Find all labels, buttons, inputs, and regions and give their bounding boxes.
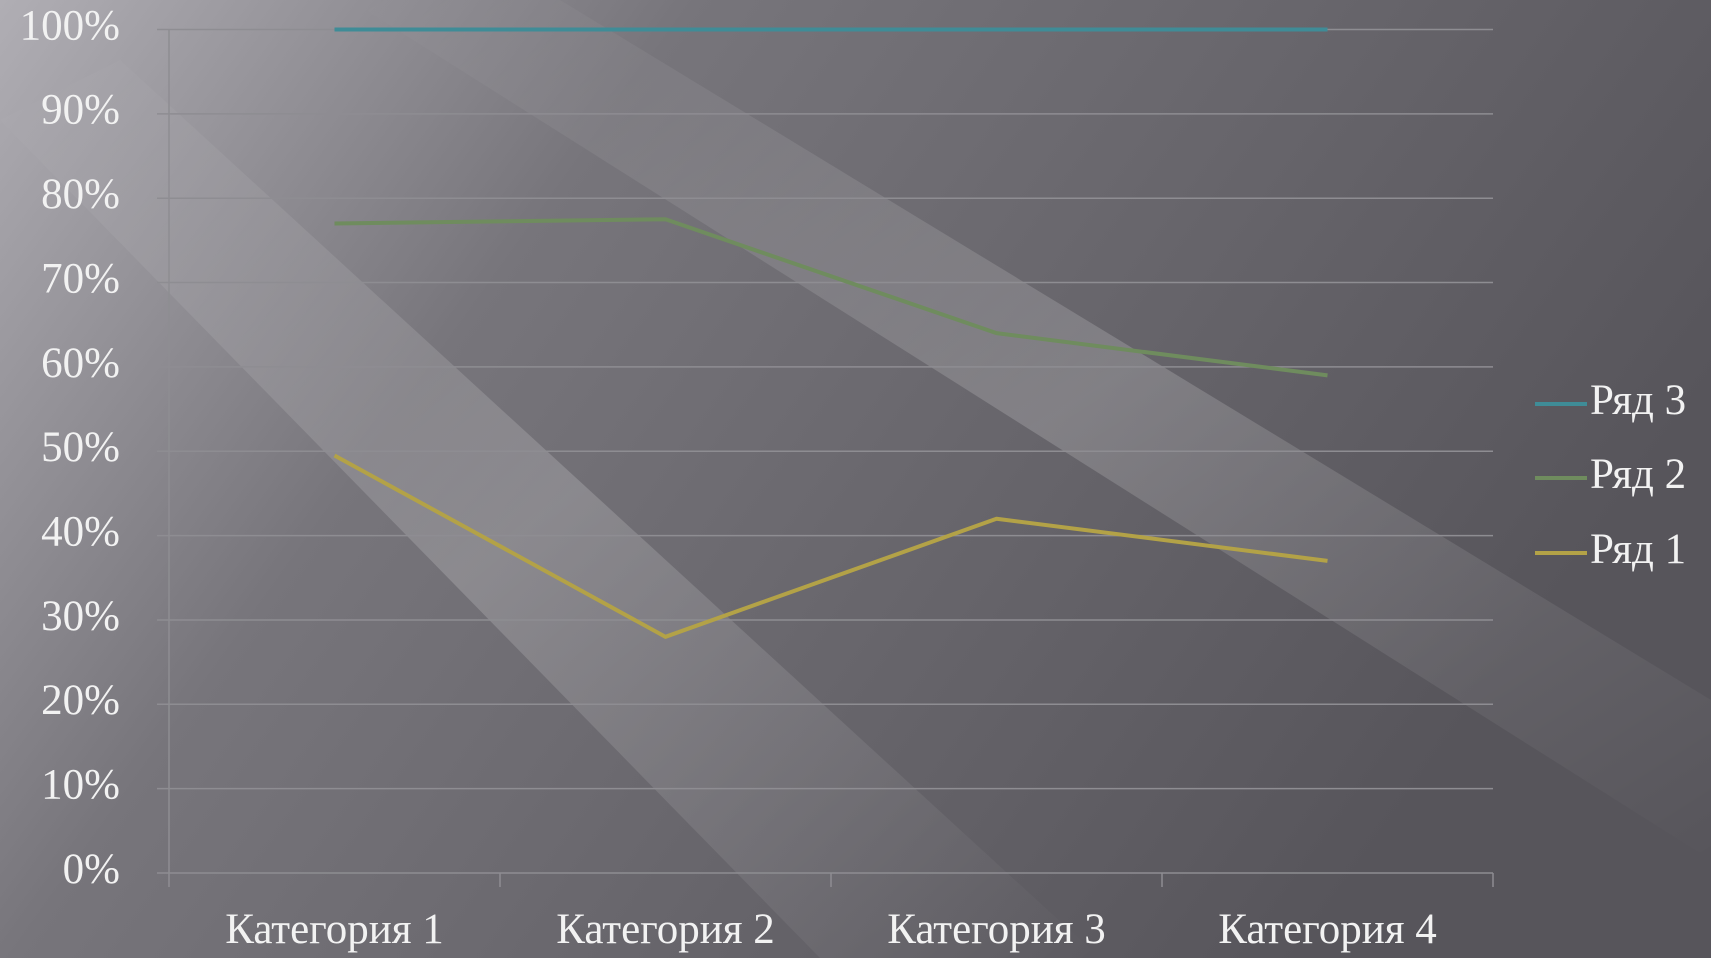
- y-tick-label: 10%: [41, 762, 120, 809]
- y-tick-label: 60%: [41, 340, 120, 387]
- y-tick-label: 50%: [41, 424, 120, 471]
- legend-label: Ряд 1: [1590, 526, 1686, 573]
- legend-label: Ряд 3: [1590, 377, 1686, 424]
- series-line: [333, 453, 1328, 639]
- x-tick-label: Категория 4: [1218, 906, 1437, 953]
- x-tick-label: Категория 3: [887, 906, 1106, 953]
- y-tick-label: 0%: [63, 846, 120, 893]
- y-tick-label: 90%: [41, 87, 120, 134]
- y-tick-label: 80%: [41, 171, 120, 218]
- x-tick-label: Категория 1: [225, 906, 444, 953]
- plot: 0% 10% 20% 30% 40% 50% 60% 70% 80% 90% 100% Категор…: [20, 2, 1687, 953]
- light-streak: [350, 0, 1711, 860]
- x-tick-label: Категория 2: [556, 906, 775, 953]
- y-tick-label: 20%: [41, 677, 120, 724]
- light-streak: [0, 60, 1100, 958]
- y-tick-label: 30%: [41, 593, 120, 640]
- y-tick-label: 40%: [41, 508, 120, 555]
- y-tick-label: 70%: [41, 255, 120, 302]
- legend-label: Ряд 2: [1590, 451, 1686, 498]
- series-line: [334, 217, 1328, 378]
- y-tick-label: 100%: [20, 2, 120, 49]
